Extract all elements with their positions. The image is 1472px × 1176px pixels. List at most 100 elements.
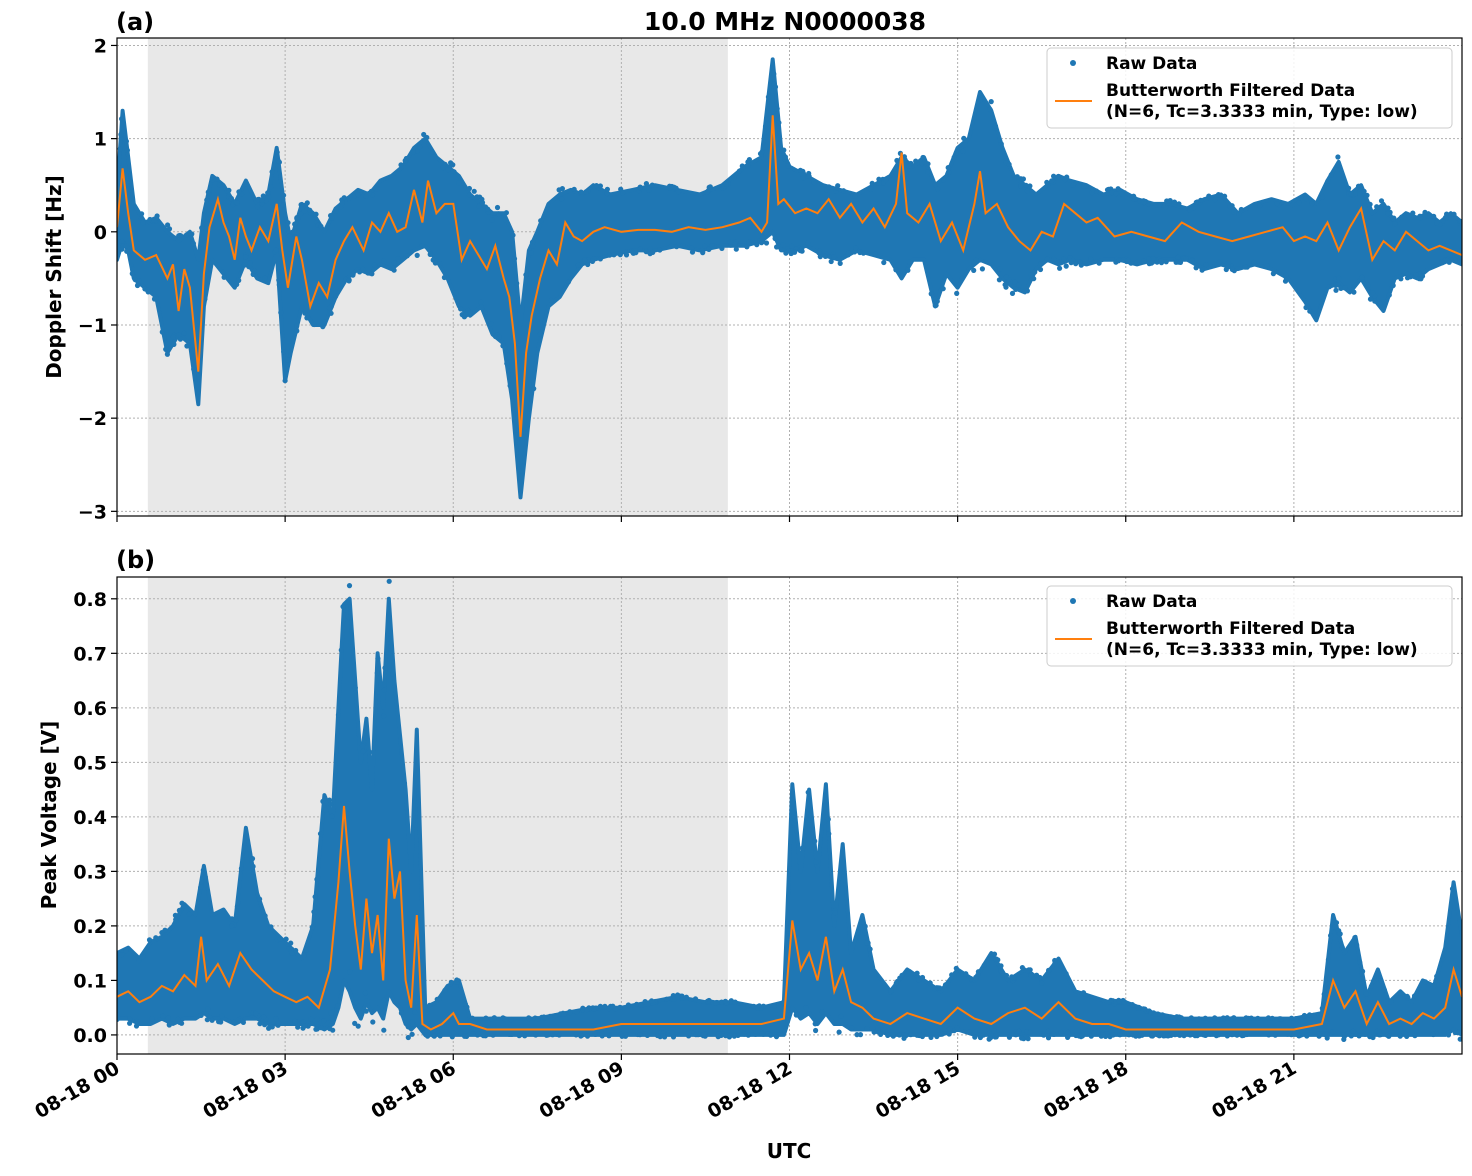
raw-data-point [1328, 172, 1334, 178]
raw-data-point [117, 146, 123, 152]
raw-data-point [450, 168, 456, 174]
raw-data-point [921, 1029, 927, 1035]
y-tick-label: 0.8 [73, 589, 107, 611]
raw-data-point [176, 907, 182, 914]
raw-data-point [1264, 263, 1270, 269]
raw-data-point [475, 1031, 481, 1037]
raw-data-point [643, 181, 650, 187]
raw-data-point [574, 1009, 580, 1015]
raw-data-point [347, 969, 353, 975]
raw-data-point [963, 971, 969, 977]
raw-data-point [606, 1033, 612, 1039]
raw-data-point [1325, 178, 1331, 184]
raw-data-point [1255, 1015, 1261, 1021]
raw-data-point [973, 975, 979, 982]
raw-data-point [247, 260, 253, 266]
raw-data-point [675, 189, 682, 195]
raw-data-point [177, 232, 183, 239]
raw-data-point [124, 248, 130, 254]
raw-data-point [1125, 257, 1131, 263]
raw-data-point [785, 163, 791, 169]
raw-data-point [701, 1032, 707, 1038]
raw-data-point [1367, 201, 1373, 207]
raw-data-point [274, 149, 280, 155]
raw-data-point [932, 296, 938, 302]
raw-data-point [489, 1016, 495, 1022]
panel-b-y-axis-label: Peak Voltage [V] [37, 721, 61, 910]
raw-data-point [1381, 987, 1387, 993]
y-tick-label: −1 [78, 315, 107, 337]
raw-data-point [432, 260, 438, 266]
raw-data-point [1150, 256, 1156, 262]
raw-data-point [288, 236, 294, 242]
raw-data-point [1406, 214, 1412, 220]
raw-data-point [634, 1001, 640, 1007]
raw-data-point [695, 1032, 701, 1038]
raw-data-point [646, 187, 652, 193]
raw-data-point [657, 247, 663, 253]
raw-data-point [1026, 967, 1032, 973]
raw-data-point [921, 159, 928, 165]
raw-data-point [269, 1024, 275, 1030]
raw-data-point [437, 261, 443, 267]
raw-data-point [159, 329, 165, 335]
raw-data-point [1231, 207, 1237, 213]
raw-data-point [229, 916, 235, 922]
raw-data-point [896, 1032, 903, 1038]
raw-data-point [1378, 198, 1385, 204]
raw-data-point [320, 798, 326, 805]
raw-data-point [147, 1020, 153, 1026]
raw-data-point [350, 271, 356, 277]
raw-data-point [173, 917, 179, 923]
raw-data-point [1355, 183, 1362, 189]
raw-data-point [216, 182, 223, 188]
x-tick-label: 08-18 06 [367, 1057, 459, 1123]
raw-data-point [210, 177, 216, 183]
raw-data-point [1330, 1029, 1336, 1035]
raw-data-point [822, 253, 829, 259]
raw-data-point [198, 884, 204, 890]
raw-data-point [683, 994, 690, 1000]
raw-data-point [294, 323, 300, 329]
raw-data-point [151, 217, 157, 223]
raw-data-point [357, 1010, 363, 1016]
raw-data-point [1121, 999, 1128, 1005]
y-tick-label: 0.3 [73, 861, 107, 883]
raw-data-point [281, 349, 287, 355]
raw-data-point [1324, 1031, 1330, 1037]
raw-data-point [832, 910, 838, 916]
raw-data-point [591, 1006, 597, 1012]
raw-data-point [1448, 257, 1454, 263]
raw-data-point [1422, 209, 1428, 215]
raw-data-point [592, 1031, 599, 1037]
raw-data-point [1370, 978, 1377, 984]
raw-data-point [471, 188, 477, 194]
raw-data-point [907, 259, 913, 265]
raw-data-point [1070, 182, 1076, 188]
raw-data-point [172, 912, 178, 919]
y-tick-label: 0.7 [73, 643, 107, 665]
raw-data-point [537, 331, 543, 337]
raw-data-point [1411, 993, 1418, 999]
raw-data-point [1272, 1032, 1278, 1038]
raw-data-point [723, 181, 730, 187]
raw-data-point [1100, 1032, 1106, 1038]
raw-data-point [276, 282, 282, 288]
raw-data-point [1158, 258, 1164, 264]
raw-data-point [756, 1003, 762, 1009]
raw-data-point [254, 203, 261, 210]
raw-data-point [164, 351, 170, 357]
raw-data-point [526, 1015, 532, 1022]
raw-data-point [294, 328, 300, 334]
raw-data-point [359, 743, 366, 749]
raw-data-point [1270, 271, 1276, 277]
raw-data-point [649, 182, 655, 188]
raw-data-point [187, 230, 193, 236]
raw-data-point [1084, 1030, 1090, 1037]
raw-data-point [881, 259, 887, 266]
raw-data-point [440, 164, 446, 171]
raw-data-point [234, 281, 240, 287]
raw-data-point [1431, 213, 1437, 219]
raw-data-point [117, 179, 121, 185]
y-tick-label: 0.6 [73, 698, 107, 720]
